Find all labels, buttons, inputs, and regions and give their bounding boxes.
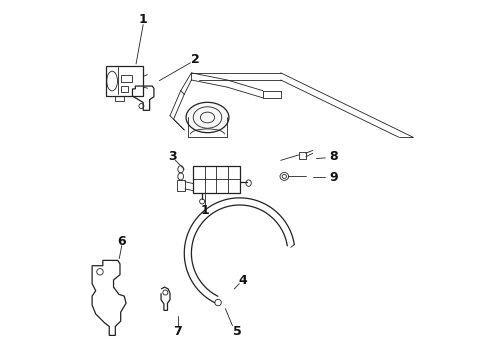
Text: 3: 3 xyxy=(169,150,177,163)
Text: 1: 1 xyxy=(200,204,209,217)
Bar xyxy=(115,96,123,102)
Ellipse shape xyxy=(186,102,229,133)
Ellipse shape xyxy=(193,107,222,128)
Bar xyxy=(193,166,240,193)
Text: 9: 9 xyxy=(329,171,338,184)
Bar xyxy=(121,86,128,92)
Text: 1: 1 xyxy=(139,13,147,27)
Bar xyxy=(177,180,185,191)
Text: 2: 2 xyxy=(191,53,199,66)
Bar xyxy=(298,152,306,158)
Text: 7: 7 xyxy=(173,325,182,338)
Text: 5: 5 xyxy=(233,325,242,338)
Text: 6: 6 xyxy=(118,235,126,248)
Bar xyxy=(121,75,132,82)
Text: 8: 8 xyxy=(329,150,338,163)
Bar xyxy=(106,66,143,96)
Text: 4: 4 xyxy=(239,274,247,287)
